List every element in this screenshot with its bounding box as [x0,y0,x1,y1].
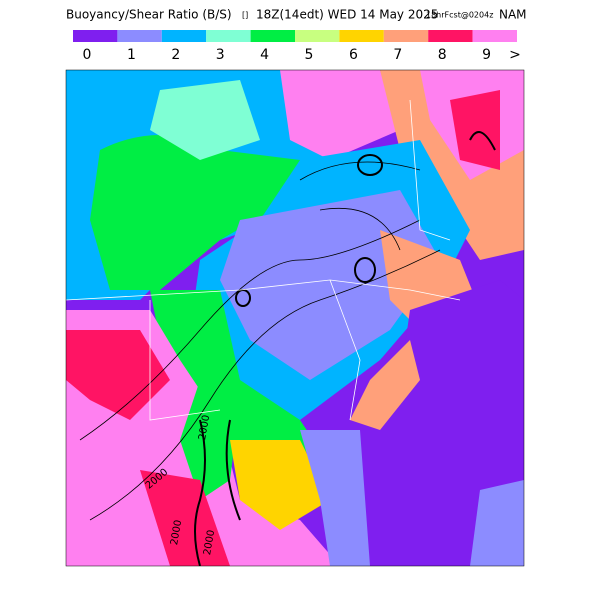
legend-swatch [472,30,517,42]
marker: [] [242,11,248,20]
color-legend: 0 1 2 3 4 5 6 7 8 9 > [73,30,521,63]
legend-label: 7 [393,47,402,63]
forecast-time: 18hrFcst@0204z [426,11,493,20]
legend-label: 9 [482,47,491,63]
title: Buoyancy/Shear Ratio (B/S) [66,8,232,22]
legend-swatch [117,30,162,42]
map-field [66,70,524,566]
legend-label: 5 [305,47,314,63]
contour-label: 2000 [202,529,217,556]
contour-label: 2000 [197,414,212,441]
valid-time: 18Z(14edt) WED 14 May 2025 [256,8,438,22]
legend-swatch [73,30,118,42]
legend-label: 2 [171,47,180,63]
contour-label: 2000 [169,519,184,546]
legend-label: > [509,47,521,63]
legend-swatch [428,30,473,42]
legend-label: 6 [349,47,358,63]
legend-swatch [161,30,207,42]
legend-label: 1 [127,47,136,63]
legend-swatch [206,30,251,42]
legend-label: 8 [438,47,447,63]
legend-label: 4 [260,47,269,63]
legend-label: 0 [83,47,92,63]
legend-label: 3 [216,47,225,63]
legend-swatch [339,30,384,42]
legend-swatch [383,30,429,42]
legend-swatch [250,30,295,42]
model: NAM [499,8,527,22]
legend-swatch [295,30,340,42]
